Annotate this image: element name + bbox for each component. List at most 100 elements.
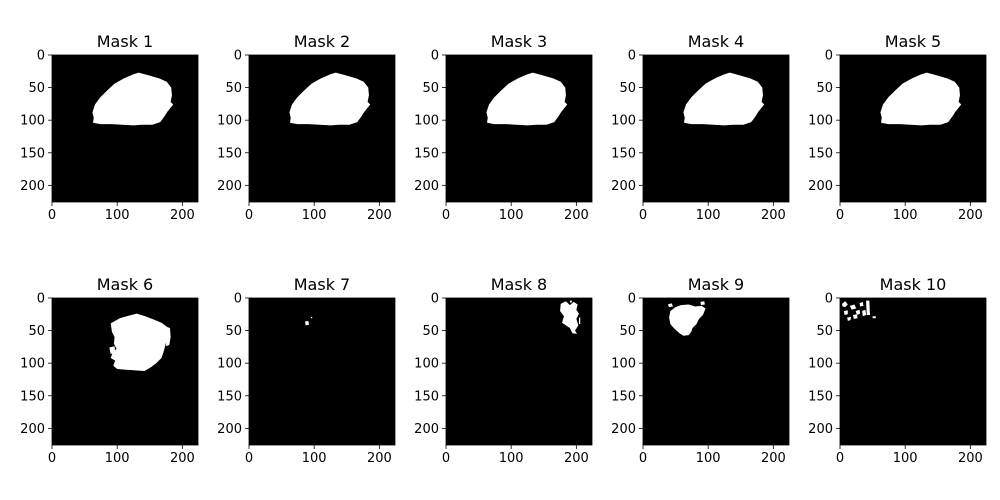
y-tick-label: 100 [217, 114, 242, 129]
mask-region-group [92, 72, 174, 126]
y-tick-label: 50 [225, 81, 242, 96]
mask-region [700, 301, 705, 306]
x-tick-label: 0 [442, 208, 450, 223]
y-tick-label: 150 [808, 389, 833, 404]
x-tick-label: 100 [105, 451, 130, 466]
mask-region [866, 300, 870, 315]
x-tick-label: 200 [170, 451, 195, 466]
y-tick-label: 0 [825, 49, 833, 64]
x-tick-label: 200 [367, 451, 392, 466]
y-tick-label: 150 [20, 389, 45, 404]
mask-region [92, 72, 174, 126]
panel-title: Mask 3 [491, 32, 547, 51]
mask-region [853, 314, 858, 319]
mask-region [667, 303, 673, 308]
mask-region [109, 346, 116, 355]
x-tick-label: 100 [302, 208, 327, 223]
y-tick-label: 150 [414, 389, 439, 404]
x-tick-label: 0 [245, 208, 253, 223]
mask-image [643, 298, 789, 445]
x-tick-label: 100 [499, 451, 524, 466]
axes-frame [642, 54, 790, 203]
mask-region-group [880, 72, 962, 126]
panel-title: Mask 9 [688, 275, 744, 294]
y-tick-label: 200 [414, 422, 439, 437]
x-tick-label: 0 [639, 451, 647, 466]
mask-region [859, 301, 864, 307]
y-tick-label: 0 [431, 49, 439, 64]
mask-region [305, 320, 309, 326]
x-tick-label: 100 [696, 451, 721, 466]
panel-title: Mask 5 [885, 32, 941, 51]
mask-region [843, 310, 848, 315]
y-tick-label: 100 [611, 114, 636, 129]
y-tick-label: 100 [414, 357, 439, 372]
y-tick-label: 200 [217, 179, 242, 194]
panel-title: Mask 10 [880, 275, 947, 294]
x-tick-label: 200 [170, 208, 195, 223]
axes-frame [51, 54, 199, 203]
y-tick-label: 200 [217, 422, 242, 437]
panel-title: Mask 6 [97, 275, 153, 294]
y-tick-label: 50 [28, 81, 45, 96]
x-tick-label: 200 [958, 451, 983, 466]
y-tick-label: 0 [37, 49, 45, 64]
y-tick-label: 50 [816, 81, 833, 96]
mask-region [849, 304, 857, 310]
x-tick-label: 200 [761, 208, 786, 223]
y-tick-label: 150 [611, 146, 636, 161]
mask-image [52, 55, 198, 202]
mask-region [310, 316, 313, 319]
y-tick-label: 50 [619, 81, 636, 96]
mask-region [872, 316, 876, 319]
y-tick-label: 200 [20, 422, 45, 437]
y-tick-label: 50 [422, 81, 439, 96]
x-tick-label: 0 [442, 451, 450, 466]
x-tick-label: 200 [367, 208, 392, 223]
mask-region [166, 326, 171, 347]
mask-region [486, 72, 568, 126]
mask-image [840, 55, 986, 202]
x-tick-label: 100 [499, 208, 524, 223]
panel-title: Mask 7 [294, 275, 350, 294]
mask-region-group [683, 72, 765, 126]
y-tick-label: 0 [628, 49, 636, 64]
x-tick-label: 200 [564, 208, 589, 223]
panel-title: Mask 4 [688, 32, 744, 51]
mask-region [289, 72, 371, 126]
y-tick-label: 0 [234, 292, 242, 307]
y-tick-label: 100 [217, 357, 242, 372]
y-tick-label: 200 [611, 422, 636, 437]
mask-region [841, 301, 848, 308]
x-tick-label: 0 [48, 208, 56, 223]
y-tick-label: 50 [28, 324, 45, 339]
mask-region [855, 309, 861, 315]
y-tick-label: 0 [37, 292, 45, 307]
y-tick-label: 200 [20, 179, 45, 194]
y-tick-label: 150 [217, 146, 242, 161]
x-tick-label: 100 [893, 451, 918, 466]
mask-image [249, 55, 395, 202]
y-tick-label: 100 [611, 357, 636, 372]
y-tick-label: 100 [20, 357, 45, 372]
y-tick-label: 100 [808, 114, 833, 129]
y-tick-label: 0 [628, 292, 636, 307]
x-tick-label: 0 [836, 208, 844, 223]
x-tick-label: 200 [761, 451, 786, 466]
y-tick-label: 50 [225, 324, 242, 339]
mask-region [847, 316, 852, 321]
mask-region [683, 72, 765, 126]
panel-title: Mask 8 [491, 275, 547, 294]
mask-region [880, 72, 962, 126]
mask-region-group [486, 72, 568, 126]
mask-region [578, 317, 581, 325]
